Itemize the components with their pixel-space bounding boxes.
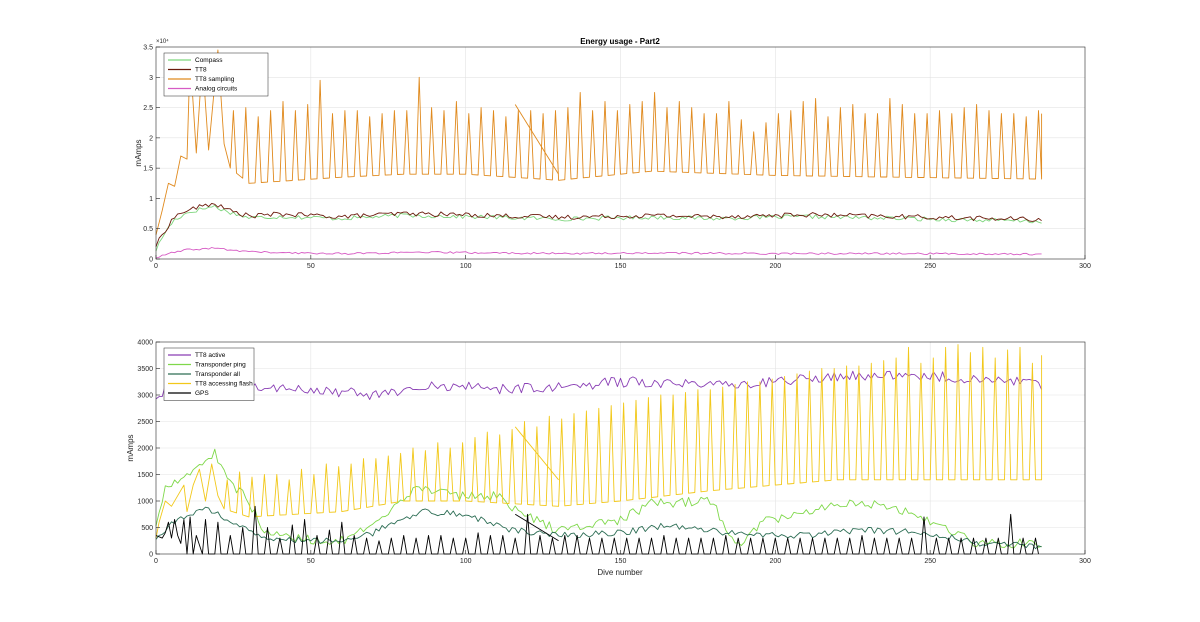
x-tick-label: 300 <box>1079 263 1091 270</box>
series-line-transponder-all <box>155 506 1042 550</box>
x-tick-label: 250 <box>924 263 936 270</box>
y-tick-label: 3500 <box>137 366 153 373</box>
series-line-tt8 <box>155 202 1042 247</box>
y-tick-label: 3000 <box>137 393 153 400</box>
legend-label: TT8 sampling <box>195 76 235 83</box>
y-tick-label: 2000 <box>137 446 153 453</box>
legend-label: Compass <box>195 57 223 64</box>
series-line-compass <box>155 204 1042 252</box>
top-grid <box>156 47 1085 259</box>
legend-label: GPS <box>195 390 209 397</box>
top-ticks: 0 50 100 150 200 250 300 0 0.5 1 1.5 2 2.5 3 3.5 <box>143 45 1091 271</box>
bottom-series-group <box>155 344 1043 555</box>
bottom-legend: TT8 active Transponder ping Transponder al… <box>163 347 255 401</box>
y-tick-label: 2 <box>149 135 153 142</box>
legend-label: TT8 <box>195 67 207 74</box>
x-tick-label: 50 <box>307 558 315 565</box>
legend-label: Transponder all <box>195 371 240 378</box>
x-tick-label: 150 <box>615 558 627 565</box>
legend-label: Transponder ping <box>195 362 246 369</box>
series-line-tt8-active <box>155 370 1043 400</box>
x-tick-label: 150 <box>615 263 627 270</box>
y-tick-label: 0.5 <box>143 226 153 233</box>
y-tick-label: 2.5 <box>143 105 153 112</box>
top-y-exponent: ×10⁴ <box>156 38 169 45</box>
y-tick-label: 1 <box>149 196 153 203</box>
bottom-y-axis-label: mAmps <box>126 434 135 461</box>
y-tick-label: 1000 <box>137 499 153 506</box>
x-tick-label: 100 <box>460 263 472 270</box>
bottom-ticks: 0 50 100 150 200 250 3000500100015002000250030… <box>137 340 1091 566</box>
y-tick-label: 3.5 <box>143 45 153 52</box>
x-tick-label: 100 <box>460 558 472 565</box>
y-tick-label: 1.5 <box>143 166 153 173</box>
series-line-analog-circuits <box>155 247 1042 259</box>
top-series-group <box>155 49 1043 259</box>
y-tick-label: 0 <box>149 552 153 559</box>
series-line-tt8-accessing-flash <box>155 344 1043 539</box>
y-tick-label: 3 <box>149 75 153 82</box>
y-tick-label: 1500 <box>137 472 153 479</box>
y-tick-label: 4000 <box>137 340 153 347</box>
x-tick-label: 250 <box>924 558 936 565</box>
y-tick-label: 0 <box>149 257 153 264</box>
bottom-grid <box>156 342 1085 554</box>
bottom-axes: mAmps Dive number 0 50 100 150 200 250 3000500… <box>126 340 1091 578</box>
top-axes: Energy usage - Part2 ×10⁴ mAmps 0 50 100 15… <box>134 37 1091 270</box>
series-line-tt8-sampling <box>155 49 1043 235</box>
top-chart-title: Energy usage - Part2 <box>580 37 660 46</box>
y-tick-label: 500 <box>141 525 153 532</box>
x-tick-label: 0 <box>154 263 158 270</box>
x-tick-label: 300 <box>1079 558 1091 565</box>
legend-label: Analog circuits <box>195 86 238 93</box>
top-legend: Compass TT8 TT8 sampling Analog circuits <box>163 52 269 97</box>
legend-label: TT8 accessing flash <box>195 381 253 388</box>
x-tick-label: 200 <box>769 558 781 565</box>
x-tick-label: 50 <box>307 263 315 270</box>
series-line-transponder-ping <box>155 448 1042 549</box>
y-tick-label: 2500 <box>137 419 153 426</box>
bottom-x-axis-label: Dive number <box>597 568 643 577</box>
legend-label: TT8 active <box>195 352 226 359</box>
x-tick-label: 200 <box>769 263 781 270</box>
series-segment <box>514 426 559 481</box>
x-tick-label: 0 <box>154 558 158 565</box>
series-segment <box>514 513 559 542</box>
top-y-axis-label: mAmps <box>134 139 143 166</box>
series-segment <box>514 104 559 175</box>
